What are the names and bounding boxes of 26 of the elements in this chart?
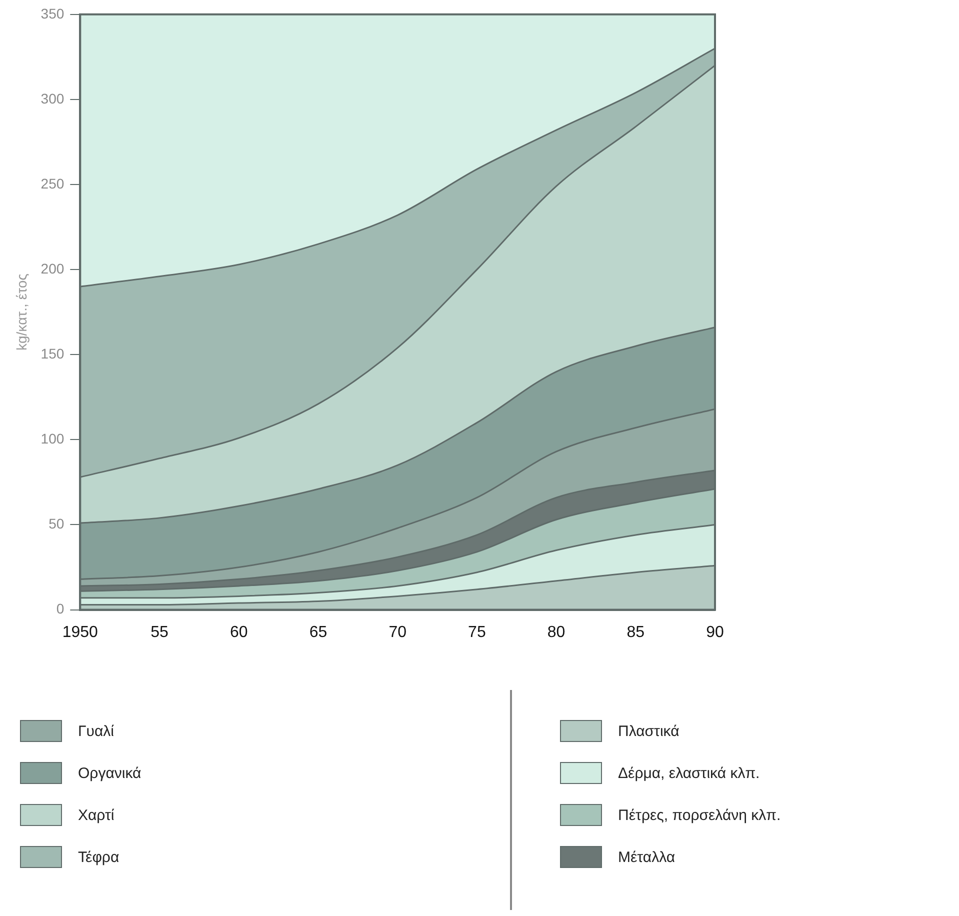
x-tick-label: 1950 xyxy=(62,624,98,641)
legend-label: Πλαστικά xyxy=(618,722,680,740)
x-tick-label: 70 xyxy=(388,624,407,641)
legend-label: Χαρτί xyxy=(78,806,114,824)
x-tick-label: 65 xyxy=(309,624,328,641)
legend-label: Δέρμα, ελαστικά κλπ. xyxy=(618,764,760,782)
x-tick-label: 80 xyxy=(547,624,566,641)
x-tick-label: 55 xyxy=(150,624,169,641)
y-tick-label: 100 xyxy=(40,430,64,447)
legend-label: Τέφρα xyxy=(78,848,120,866)
x-tick-label: 85 xyxy=(626,624,645,641)
y-tick-label: 200 xyxy=(40,260,64,276)
x-tick-label: 60 xyxy=(230,624,248,641)
y-tick-label: 150 xyxy=(40,345,64,362)
legend-label: Οργανικά xyxy=(78,764,142,782)
y-tick-label: 250 xyxy=(40,175,64,192)
y-axis-title: kg/κατ., έτος xyxy=(13,273,30,351)
legend-label: Μέταλλα xyxy=(618,848,676,866)
y-tick-label: 0 xyxy=(56,600,64,617)
x-tick-label: 75 xyxy=(468,624,486,641)
x-tick-label: 90 xyxy=(706,624,724,641)
legend-label: Πέτρες, πορσελάνη κλπ. xyxy=(618,806,781,824)
y-tick-label: 50 xyxy=(48,516,64,532)
legend-label: Γυαλί xyxy=(78,722,114,740)
y-tick-label: 350 xyxy=(40,5,64,22)
y-tick-label: 300 xyxy=(40,90,64,106)
